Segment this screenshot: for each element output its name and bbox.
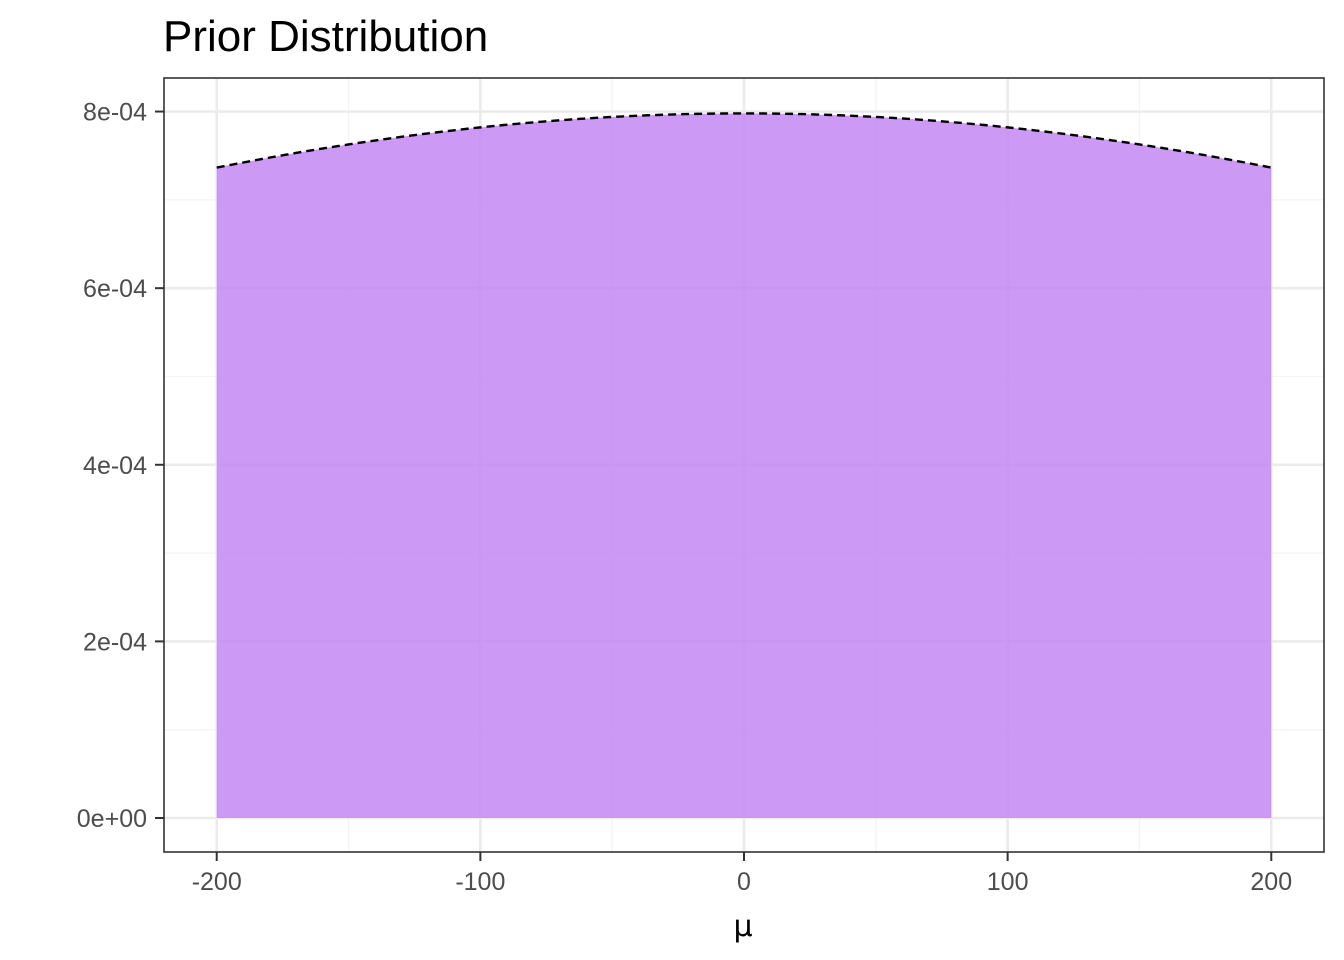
y-tick-label: 4e-04	[83, 452, 147, 480]
x-tick-label: -200	[192, 868, 242, 896]
x-tick-label: 100	[987, 868, 1029, 896]
x-axis-title: μ	[733, 909, 752, 944]
x-tick-label: 0	[737, 868, 751, 896]
chart-title: Prior Distribution	[163, 12, 488, 61]
y-tick-label: 2e-04	[83, 628, 147, 656]
density-area	[216, 113, 1272, 819]
x-axis-ticks: -200 -100 0 100 200	[192, 852, 1292, 896]
y-tick-label: 8e-04	[83, 99, 147, 127]
y-tick-label: 6e-04	[83, 275, 147, 303]
x-tick-label: -100	[455, 868, 505, 896]
y-axis-ticks: 0e+00 2e-04 4e-04 6e-04 8e-04	[77, 99, 164, 833]
x-tick-label: 200	[1250, 868, 1292, 896]
y-tick-label: 0e+00	[77, 805, 147, 833]
